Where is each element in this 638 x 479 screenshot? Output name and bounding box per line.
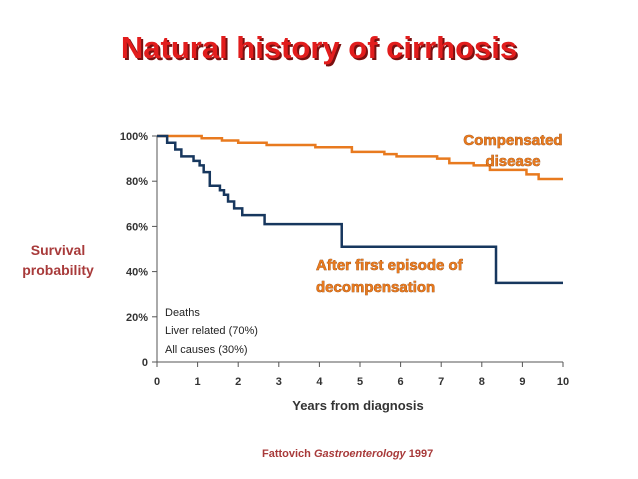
compensated-survival-line	[157, 134, 563, 181]
y-tick-label: 60%	[126, 221, 148, 233]
deaths-liver-related: Liver related (70%)	[165, 325, 258, 337]
decompensated-survival-line	[157, 134, 563, 285]
y-tick-label: 40%	[126, 267, 148, 279]
citation-author: Fattovich	[262, 448, 311, 460]
series-lines	[157, 134, 563, 285]
x-tick-label: 10	[557, 376, 569, 388]
citation-year: 1997	[408, 448, 434, 460]
x-tick-label: 3	[276, 376, 282, 388]
compensated-label: Compensated disease	[463, 132, 563, 171]
deaths-title: Deaths	[165, 307, 200, 319]
x-axis-title: Years from diagnosis	[292, 398, 424, 413]
x-tick-label: 2	[235, 376, 241, 388]
y-axis-title-line-1: Survival	[31, 242, 85, 258]
y-axis-title: Survival probability	[22, 242, 94, 278]
x-tick-label: 0	[154, 376, 160, 388]
decompensation-label-line-1: After first episode of	[316, 257, 464, 274]
x-tick-label: 5	[357, 376, 363, 388]
decompensation-label-line-2: decompensation	[316, 279, 435, 296]
citation: Fattovich Gastroenterology 1997	[262, 448, 433, 460]
x-tick-label: 9	[519, 376, 525, 388]
slide-title: Natural history of cirrhosis	[120, 30, 518, 65]
ticks: 0 1 2 3 4 5 6 7 8 9 10 0 20% 40% 60% 80% 100%	[120, 131, 569, 388]
y-tick-label: 80%	[126, 176, 148, 188]
citation-journal: Gastroenterology	[313, 448, 406, 460]
x-tick-label: 1	[195, 376, 201, 388]
decompensation-label: After first episode of decompensation	[316, 257, 464, 297]
y-axis-title-line-2: probability	[22, 262, 94, 278]
x-tick-label: 8	[479, 376, 485, 388]
compensated-label-line-1: Compensated	[463, 132, 562, 149]
y-tick-label: 0	[142, 357, 148, 369]
x-tick-label: 6	[398, 376, 404, 388]
deaths-annotation: Deaths Liver related (70%) All causes (3…	[165, 307, 258, 356]
x-tick-label: 4	[316, 376, 323, 388]
y-tick-label: 100%	[120, 131, 148, 143]
y-tick-label: 20%	[126, 312, 148, 324]
x-tick-label: 7	[438, 376, 444, 388]
deaths-all-causes: All causes (30%)	[165, 344, 248, 356]
compensated-label-line-2: disease	[485, 153, 540, 170]
